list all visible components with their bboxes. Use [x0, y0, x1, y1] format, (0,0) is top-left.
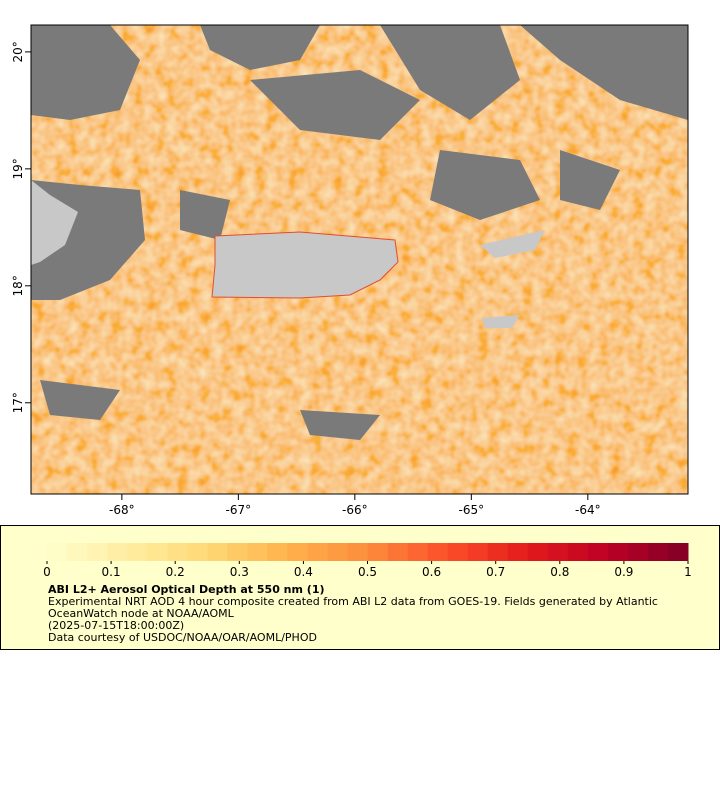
colorbar-tick-label: 0	[43, 565, 51, 579]
caption-title: ABI L2+ Aerosol Optical Depth at 550 nm …	[48, 583, 325, 596]
colorbar-tick-label: 0.2	[166, 565, 185, 579]
colorbar-step	[607, 543, 629, 561]
colorbar-tick-label: 0.3	[230, 565, 249, 579]
colorbar-step	[227, 543, 248, 561]
colorbar-tick-label: 0.1	[102, 565, 121, 579]
x-tick-label: -68°	[109, 503, 135, 517]
caption-line: Experimental NRT AOD 4 hour composite cr…	[48, 595, 658, 608]
caption-line: (2025-07-15T18:00:00Z)	[48, 619, 184, 632]
colorbar-tick-label: 0.8	[550, 565, 569, 579]
caption-line: OceanWatch node at NOAA/AOML	[48, 607, 235, 620]
x-tick-label: -65°	[459, 503, 485, 517]
hispaniola	[31, 180, 78, 265]
colorbar-step	[87, 543, 108, 561]
colorbar-step	[347, 543, 368, 561]
colorbar-tick-label: 0.7	[486, 565, 505, 579]
colorbar-step	[487, 543, 509, 561]
axes: -68° -67° -66° -65° -64° 17° 18° 19° 20°	[11, 41, 601, 517]
colorbar-step	[627, 543, 649, 561]
y-tick-label: 18°	[11, 275, 25, 296]
colorbar-step	[647, 543, 669, 561]
colorbar-step	[107, 543, 128, 561]
virgin-islands	[480, 230, 545, 258]
colorbar-step	[547, 543, 569, 561]
colorbar-step	[407, 543, 429, 561]
colorbar-tick-label: 1	[684, 565, 692, 579]
colorbar-step	[267, 543, 288, 561]
colorbar-step	[287, 543, 308, 561]
colorbar-tick-label: 0.4	[294, 565, 313, 579]
colorbar-step	[567, 543, 589, 561]
y-tick-label: 17°	[11, 392, 25, 413]
colorbar-step	[127, 543, 148, 561]
colorbar-step	[527, 543, 549, 561]
cloud-mask	[31, 25, 688, 440]
colorbar-step	[167, 543, 188, 561]
colorbar-tick-label: 0.9	[614, 565, 633, 579]
y-tick-label: 20°	[11, 41, 25, 62]
colorbar-step	[207, 543, 228, 561]
map-raster	[31, 25, 688, 494]
colorbar-step	[367, 543, 389, 561]
colorbar-step	[307, 543, 328, 561]
colorbar-step	[47, 543, 68, 561]
colorbar-tick-label: 0.6	[422, 565, 441, 579]
x-tick-label: -66°	[342, 503, 368, 517]
colorbar-step	[467, 543, 489, 561]
colorbar-tick-label: 0.5	[358, 565, 377, 579]
colorbar-step	[247, 543, 268, 561]
puerto-rico	[211, 231, 399, 299]
colorbar: 0 0.1 0.2 0.3 0.4 0.5 0.6 0.7 0.8 0.9 1	[43, 543, 692, 579]
map-frame	[30, 24, 689, 495]
caption-line: Data courtesy of USDOC/NOAA/OAR/AOML/PHO…	[48, 631, 317, 644]
colorbar-step	[447, 543, 469, 561]
colorbar-step	[427, 543, 449, 561]
colorbar-step	[667, 543, 689, 561]
x-tick-label: -67°	[226, 503, 252, 517]
colorbar-step	[187, 543, 208, 561]
y-tick-label: 19°	[11, 158, 25, 179]
caption: Experimental NRT AOD 4 hour composite cr…	[48, 595, 658, 644]
colorbar-step	[327, 543, 348, 561]
x-tick-label: -64°	[575, 503, 601, 517]
colorbar-step	[507, 543, 529, 561]
colorbar-step	[147, 543, 168, 561]
colorbar-step	[67, 543, 88, 561]
colorbar-step	[587, 543, 609, 561]
st-croix	[482, 315, 520, 328]
colorbar-step	[387, 543, 409, 561]
